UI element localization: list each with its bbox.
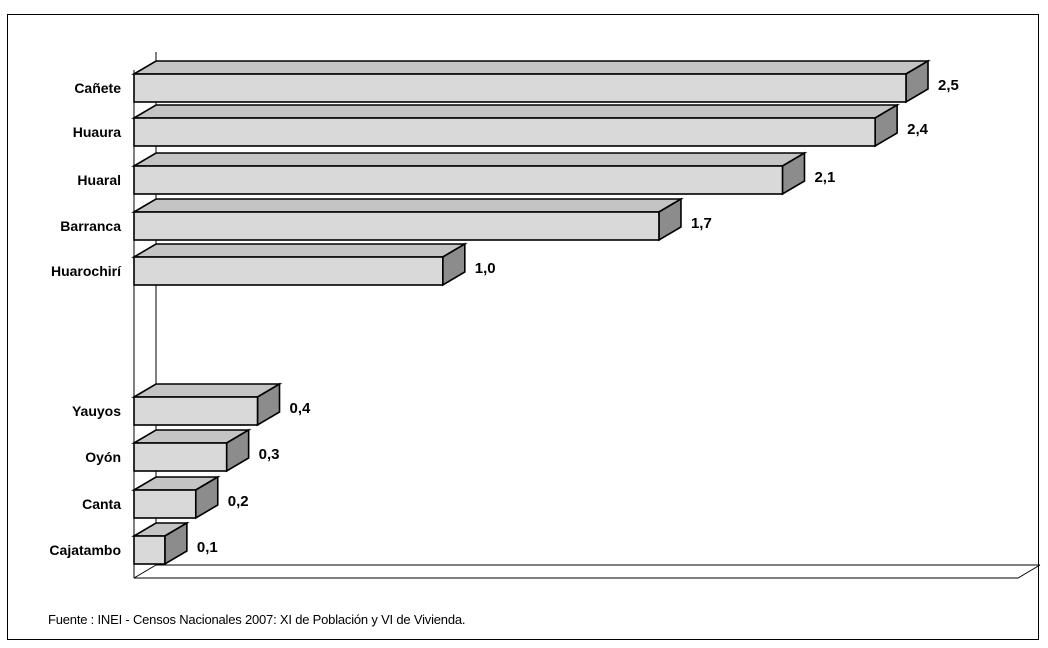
value-label: 2,4	[907, 121, 929, 138]
category-label: Cañete	[74, 80, 121, 96]
bars-layer	[131, 59, 931, 566]
category-label: Canta	[82, 496, 121, 512]
bar-top-face	[131, 383, 283, 398]
category-label: Cajatambo	[49, 542, 121, 558]
bar	[133, 165, 784, 195]
value-label: 2,5	[938, 77, 959, 94]
bar	[133, 442, 228, 472]
category-label: Yauyos	[72, 403, 121, 419]
category-label: Barranca	[60, 218, 121, 234]
value-label: 0,2	[228, 493, 249, 510]
value-label: 1,0	[475, 260, 496, 277]
category-label: Oyón	[85, 449, 121, 465]
value-label: 0,4	[290, 400, 312, 417]
bar	[133, 535, 166, 565]
bar-top-face	[131, 152, 808, 167]
category-label: Huarochirí	[51, 263, 122, 279]
source-note: Fuente : INEI - Censos Nacionales 2007: …	[48, 612, 466, 627]
value-label: 0,3	[259, 446, 280, 463]
bar	[133, 489, 197, 519]
bar	[133, 256, 444, 286]
bar-top-face	[131, 243, 468, 258]
bar	[133, 73, 907, 103]
value-label: 1,7	[691, 215, 712, 232]
bar	[133, 396, 259, 426]
floor-edge	[134, 564, 1041, 579]
bar	[133, 117, 876, 147]
category-label: Huaral	[77, 172, 121, 188]
bar	[133, 211, 660, 241]
bar-top-face	[131, 104, 901, 119]
value-label: 0,1	[197, 539, 218, 556]
bar-top-face	[131, 198, 684, 213]
category-label: Huaura	[73, 124, 121, 140]
bar-top-face	[131, 60, 931, 75]
value-label: 2,1	[814, 169, 835, 186]
labels-layer: Cañete 2,5 Huaura 2,4 Huaral 2,1 Barranca 1,7 Hu…	[49, 77, 958, 558]
